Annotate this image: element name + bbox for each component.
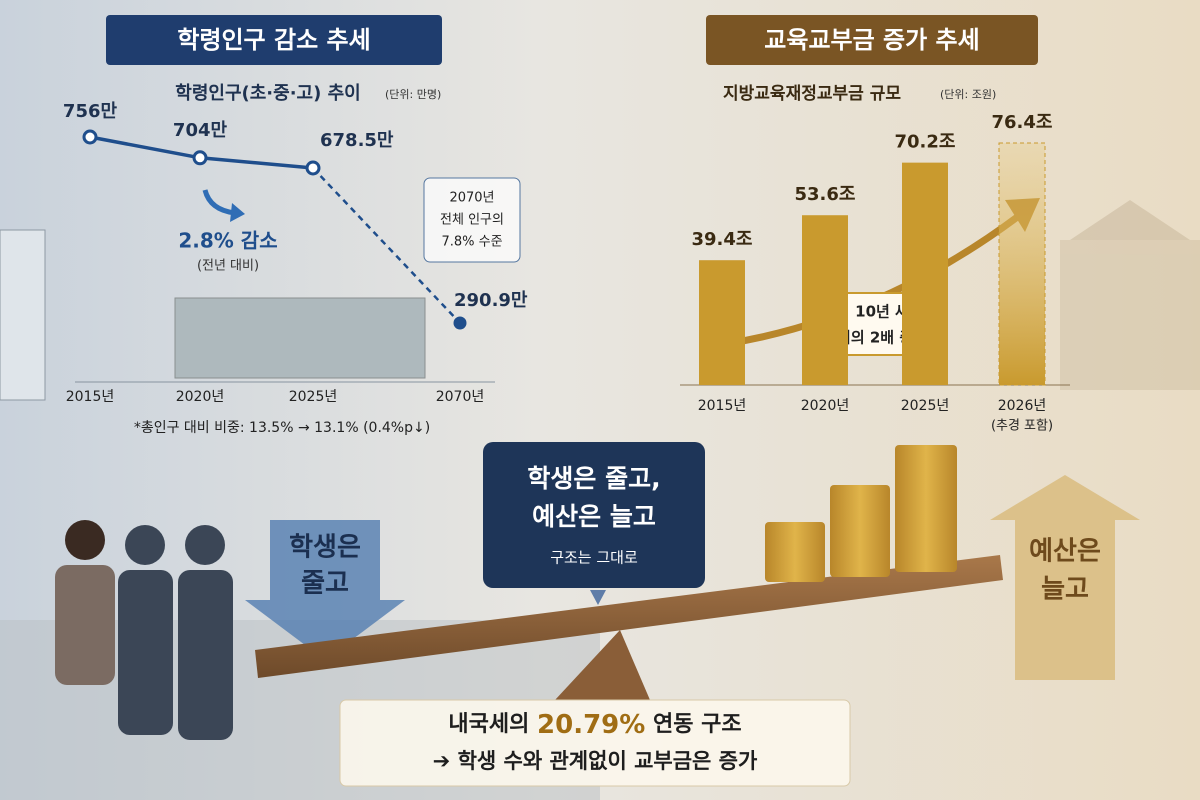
value-label: 76.4조 bbox=[992, 112, 1053, 133]
down-arrow-label: 줄고 bbox=[301, 569, 349, 599]
down-arrow bbox=[245, 520, 405, 660]
callout-pointer bbox=[590, 590, 606, 605]
school-building bbox=[1060, 200, 1200, 390]
window bbox=[0, 229, 46, 401]
value-label: 290.9만 bbox=[454, 290, 528, 311]
value-label: 53.6조 bbox=[795, 184, 856, 205]
note-line: 2070년 bbox=[449, 191, 494, 206]
up-arrow-label: 예산은 bbox=[1029, 537, 1101, 567]
bar bbox=[902, 162, 948, 385]
point bbox=[192, 150, 208, 166]
x-tick-label: 2025년 bbox=[901, 398, 950, 414]
down-arrow-label: 학생은 bbox=[289, 533, 361, 563]
up-arrow bbox=[990, 475, 1140, 680]
bar bbox=[998, 142, 1046, 386]
x-tick-label: 2026년 bbox=[998, 398, 1047, 414]
footnote: *총인구 대비 비중: 13.5% → 13.1% (0.4%p↓) bbox=[134, 420, 430, 436]
x-tick-label: 2025년 bbox=[289, 389, 338, 405]
up-arrow-label: 늘고 bbox=[1041, 575, 1089, 605]
footer-box bbox=[339, 699, 851, 787]
decrease-arrowhead bbox=[230, 203, 245, 222]
x-tick-label: 2015년 bbox=[66, 389, 115, 405]
callout-title: 학생은 줄고, bbox=[527, 464, 660, 493]
bar bbox=[802, 215, 848, 385]
line bbox=[312, 167, 461, 324]
x-tick-label: 2020년 bbox=[176, 389, 225, 405]
left-subtitle: 학령인구(초·중·고) 추이 bbox=[175, 82, 360, 104]
footer-line: 내국세의 20.79% 연동 구조 bbox=[448, 710, 741, 740]
value-label: 39.4조 bbox=[692, 229, 753, 250]
footer-text: 연동 구조 bbox=[645, 712, 741, 737]
right-subtitle: 지방교육재정교부금 규모 bbox=[723, 84, 901, 104]
right-unit: (단위: 조원) bbox=[940, 88, 996, 101]
decrease-sublabel: (전년 대비) bbox=[197, 259, 259, 274]
note-box bbox=[423, 177, 521, 263]
left-header bbox=[106, 15, 442, 65]
note-line: 7.8% 수준 bbox=[441, 235, 502, 250]
coin-stacks bbox=[765, 445, 957, 582]
value-label: 704만 bbox=[173, 120, 228, 141]
footer-highlight: 20.79% bbox=[537, 710, 645, 740]
point bbox=[82, 129, 98, 145]
point bbox=[305, 160, 321, 176]
seesaw-base bbox=[555, 630, 650, 700]
callout-sub: 구조는 그대로 bbox=[550, 549, 638, 567]
left-title: 학령인구 감소 추세 bbox=[177, 26, 370, 54]
value-label: 70.2조 bbox=[895, 132, 956, 153]
children bbox=[55, 520, 233, 740]
point bbox=[453, 316, 467, 330]
footer-line: ➔ 학생 수와 관계없이 교부금은 증가 bbox=[433, 749, 758, 773]
bar bbox=[699, 260, 745, 385]
seesaw-plank bbox=[255, 555, 1003, 678]
x-tick-label: 2020년 bbox=[801, 398, 850, 414]
value-label: 678.5만 bbox=[320, 130, 394, 151]
note-line: 전체 인구의 bbox=[440, 213, 504, 228]
value-label: 756만 bbox=[63, 101, 118, 122]
decrease-label: 2.8% 감소 bbox=[178, 229, 277, 253]
callout-box bbox=[483, 442, 705, 588]
right-title: 교육교부금 증가 추세 bbox=[764, 26, 979, 54]
callout-title: 예산은 늘고 bbox=[532, 502, 656, 531]
blackboard bbox=[174, 297, 426, 379]
right-header bbox=[706, 15, 1038, 65]
footer-text: 내국세의 bbox=[448, 712, 537, 737]
left-unit: (단위: 만명) bbox=[385, 88, 441, 101]
growth-label: 10년 새 bbox=[855, 303, 909, 321]
x-sublabel: (추경 포함) bbox=[991, 419, 1053, 434]
x-tick-label: 2070년 bbox=[436, 389, 485, 405]
x-tick-label: 2015년 bbox=[698, 398, 747, 414]
